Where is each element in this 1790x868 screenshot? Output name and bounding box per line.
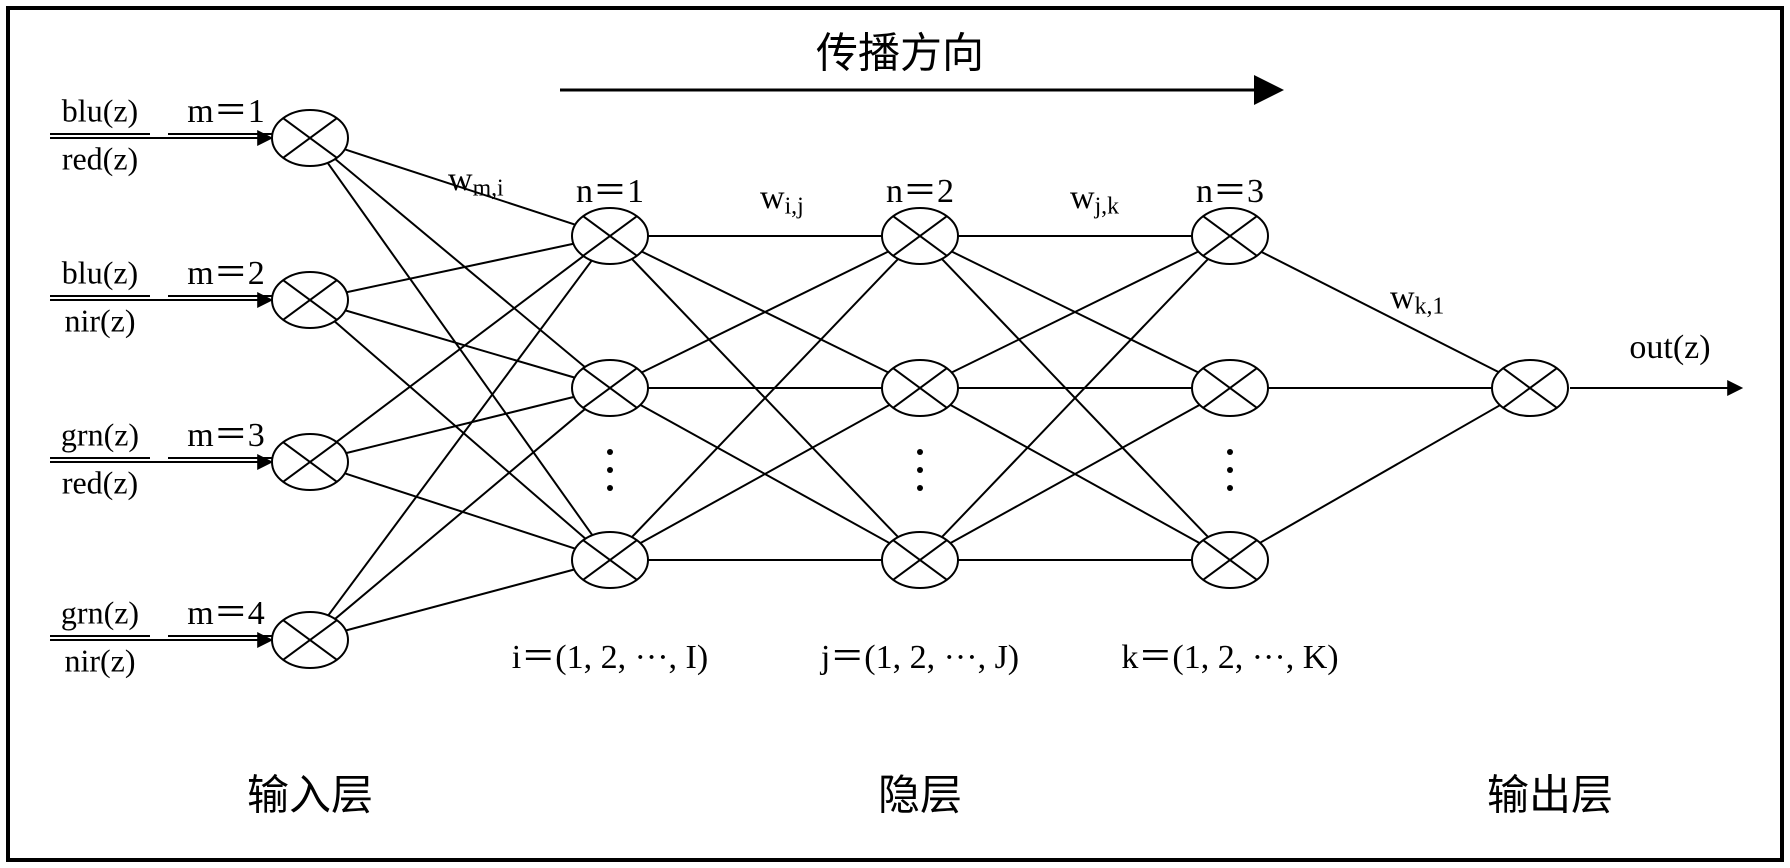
hidden-section: 隐层	[878, 774, 962, 820]
title: 传播方向	[816, 32, 984, 78]
m-label: m＝1	[187, 93, 264, 130]
edge	[345, 473, 576, 548]
vdots	[607, 449, 613, 455]
w-jk: wj,k	[1070, 179, 1119, 220]
n2-label: n＝2	[886, 173, 954, 210]
idx-label-2: k＝(1, 2, ···, K)	[1121, 639, 1338, 676]
frac-num: blu(z)	[62, 92, 138, 128]
edge	[337, 256, 584, 442]
out-label: out(z)	[1629, 329, 1710, 366]
nn-diagram: m＝1 blu(z) red(z) m＝2 blu(z) nir(z) m＝3 grn(z) r…	[0, 0, 1790, 868]
vdots	[1227, 485, 1233, 491]
vdots	[1227, 467, 1233, 473]
frac-den: red(z)	[62, 464, 138, 500]
idx-label-0: i＝(1, 2, ···, I)	[512, 639, 708, 676]
edge	[1260, 405, 1500, 543]
edge	[345, 310, 574, 377]
frac-num: blu(z)	[62, 254, 138, 290]
m-label: m＝3	[187, 417, 264, 454]
input-section: 输入层	[247, 774, 373, 820]
vdots	[917, 485, 923, 491]
vdots	[607, 485, 613, 491]
output-section: 输出层	[1487, 774, 1613, 820]
vdots	[917, 467, 923, 473]
w-ij: wi,j	[760, 179, 804, 220]
edge	[335, 409, 585, 619]
vdots	[607, 467, 613, 473]
edge	[1261, 252, 1498, 372]
n3-label: n＝3	[1196, 173, 1264, 210]
m-label: m＝2	[187, 255, 264, 292]
m-label: m＝4	[187, 595, 264, 632]
frac-den: nir(z)	[64, 302, 135, 338]
vdots	[917, 449, 923, 455]
vdots	[1227, 449, 1233, 455]
edge	[328, 261, 592, 616]
frac-den: red(z)	[62, 140, 138, 176]
frac-num: grn(z)	[61, 594, 139, 630]
w-k1: wk,1	[1390, 279, 1444, 320]
edge	[346, 397, 574, 453]
edge	[335, 321, 586, 538]
edge	[346, 570, 575, 631]
frac-den: nir(z)	[64, 642, 135, 678]
frac-num: grn(z)	[61, 416, 139, 452]
w-mi: wm,i	[448, 161, 504, 202]
edge	[347, 244, 574, 292]
n1-label: n＝1	[576, 173, 644, 210]
idx-label-1: j＝(1, 2, ···, J)	[820, 639, 1019, 676]
